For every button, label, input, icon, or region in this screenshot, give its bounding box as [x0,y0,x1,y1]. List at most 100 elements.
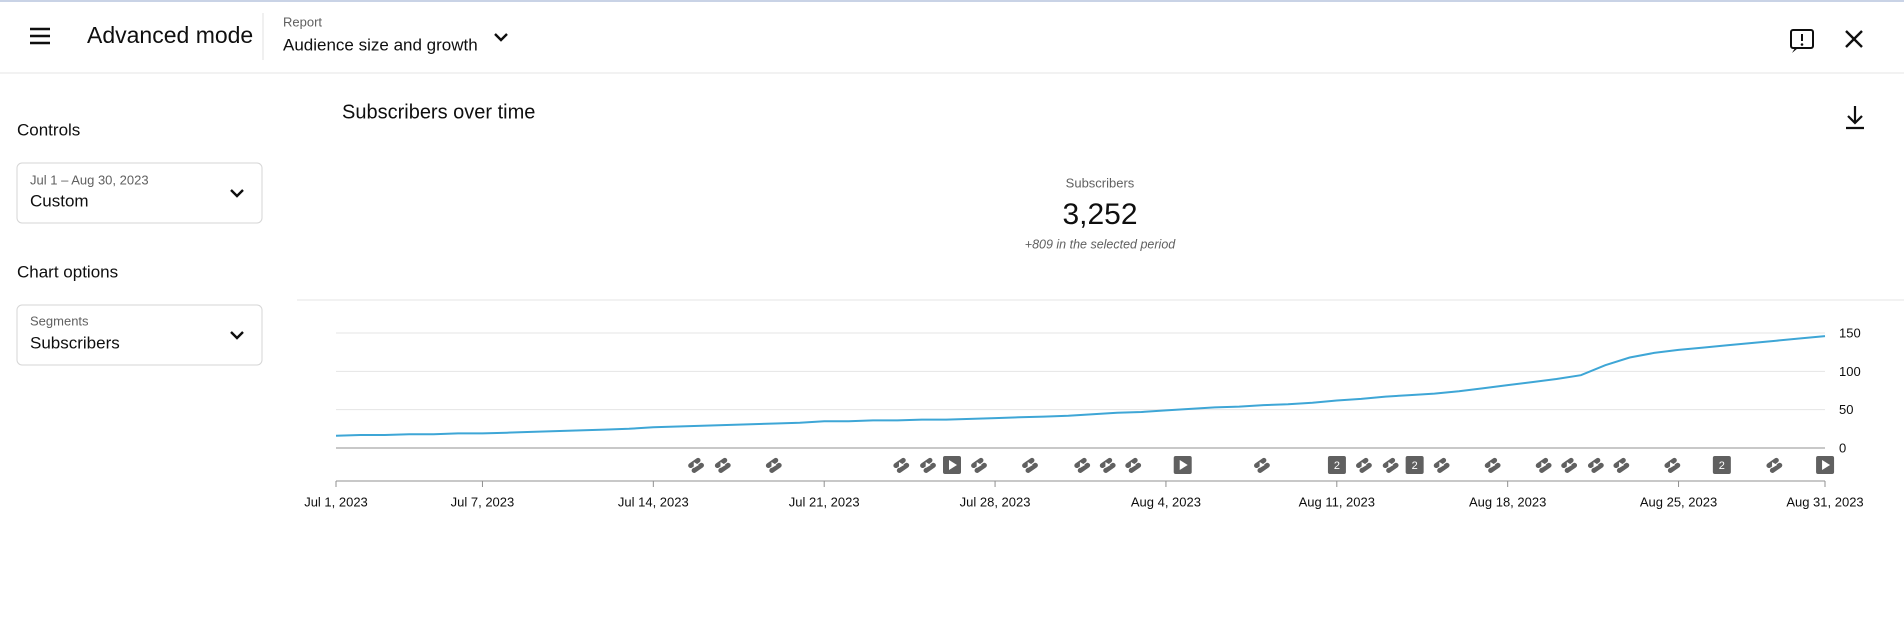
video-play [949,460,957,470]
short-marker[interactable] [1587,457,1605,474]
short-marker[interactable] [1663,457,1681,474]
x-tick-label: Jul 21, 2023 [789,494,860,509]
video-group-marker[interactable]: 2 [1405,456,1424,474]
short-marker[interactable] [1612,457,1630,474]
short-play [771,462,777,468]
chart-title: Subscribers over time [342,101,535,123]
page-title: Advanced mode [87,22,253,48]
short-play [720,462,726,468]
short-play [1259,462,1265,468]
short-play [1027,462,1033,468]
date-range-value: Custom [30,191,89,210]
report-label: Report [283,14,322,29]
summary-total: 3,252 [1062,198,1137,231]
badge-box [1327,456,1346,474]
short-icon [896,462,910,473]
short-play [1772,462,1778,468]
short-icon [1769,462,1783,473]
short-icon [1025,462,1038,473]
menu-button[interactable] [30,27,50,45]
short-play [1619,462,1625,468]
y-tick-label: 0 [1839,440,1846,455]
short-icon [1103,462,1116,473]
video-play [1822,460,1831,470]
feedback-button[interactable] [1790,29,1814,53]
report-name[interactable]: Audience size and growth [283,35,478,54]
short-play [1079,462,1085,468]
x-tick-label: Aug 25, 2023 [1640,494,1717,509]
segments-label: Segments [30,313,89,328]
summary-change: +809 in the selected period [1025,237,1177,251]
short-icon [1437,462,1450,473]
video-group-marker[interactable]: 2 [1327,456,1346,474]
video-group-marker[interactable]: 2 [1712,456,1731,474]
short-marker[interactable] [1124,457,1142,474]
x-tick-label: Jul 14, 2023 [618,494,689,509]
short-icon [1257,462,1270,473]
video-marker[interactable] [943,456,961,474]
short-play [1566,462,1572,468]
badge-count: 2 [1719,460,1725,472]
y-tick-label: 50 [1839,402,1853,417]
date-range-label: Jul 1 – Aug 30, 2023 [30,172,149,187]
short-marker[interactable] [765,457,783,474]
short-marker[interactable] [919,457,937,474]
short-marker[interactable] [1382,457,1400,474]
short-icon [974,462,987,473]
top-border [0,0,1904,2]
short-icon [923,462,936,473]
short-marker[interactable] [714,457,732,474]
short-icon [769,462,782,473]
badge-count: 2 [1412,460,1418,472]
short-marker[interactable] [1355,457,1373,474]
short-marker[interactable] [1535,457,1553,474]
short-play [693,462,699,468]
controls-heading: Controls [17,120,80,139]
chart-options-heading: Chart options [17,262,118,281]
segments-dropdown[interactable]: Segments Subscribers [16,304,263,366]
x-tick-label: Jul 28, 2023 [960,494,1031,509]
video-marker[interactable] [1816,456,1835,474]
x-tick-label: Aug 4, 2023 [1131,494,1201,509]
short-play [976,462,982,468]
summary-label: Subscribers [1066,175,1135,190]
short-icon [1591,462,1604,473]
short-icon [1128,462,1142,473]
short-marker[interactable] [1073,457,1091,474]
short-play [925,462,931,468]
line [335,335,1826,437]
short-play [1593,462,1599,468]
x-tick-label: Aug 31, 2023 [1786,494,1863,509]
y-tick-label: 150 [1839,325,1861,340]
short-marker[interactable] [892,457,910,474]
short-marker[interactable] [1560,457,1578,474]
short-play [1105,462,1111,468]
short-marker[interactable] [1433,457,1451,474]
short-play [1361,462,1367,468]
short-marker[interactable] [1484,457,1502,474]
video-marker[interactable] [1173,456,1192,474]
short-marker[interactable] [1099,457,1117,474]
video-play [1179,460,1188,470]
short-play [1388,462,1394,468]
short-icon [691,462,704,473]
y-tick-label: 100 [1839,364,1861,379]
short-marker[interactable] [1021,457,1039,474]
short-icon [1488,462,1501,473]
short-marker[interactable] [687,457,705,474]
x-tick-label: Jul 1, 2023 [304,494,368,509]
report-dropdown[interactable] [494,33,508,42]
short-marker[interactable] [1765,457,1783,474]
segments-value: Subscribers [30,333,120,352]
short-marker[interactable] [970,457,988,474]
close-button[interactable] [1845,30,1863,48]
short-marker[interactable] [1253,457,1271,474]
date-range-dropdown[interactable]: Jul 1 – Aug 30, 2023 Custom [16,162,263,224]
download-button[interactable] [1846,106,1864,130]
short-icon [1667,462,1681,473]
x-tick-label: Aug 11, 2023 [1299,494,1375,509]
short-icon [1077,462,1091,473]
short-icon [1359,462,1372,473]
short-icon [1616,462,1630,473]
